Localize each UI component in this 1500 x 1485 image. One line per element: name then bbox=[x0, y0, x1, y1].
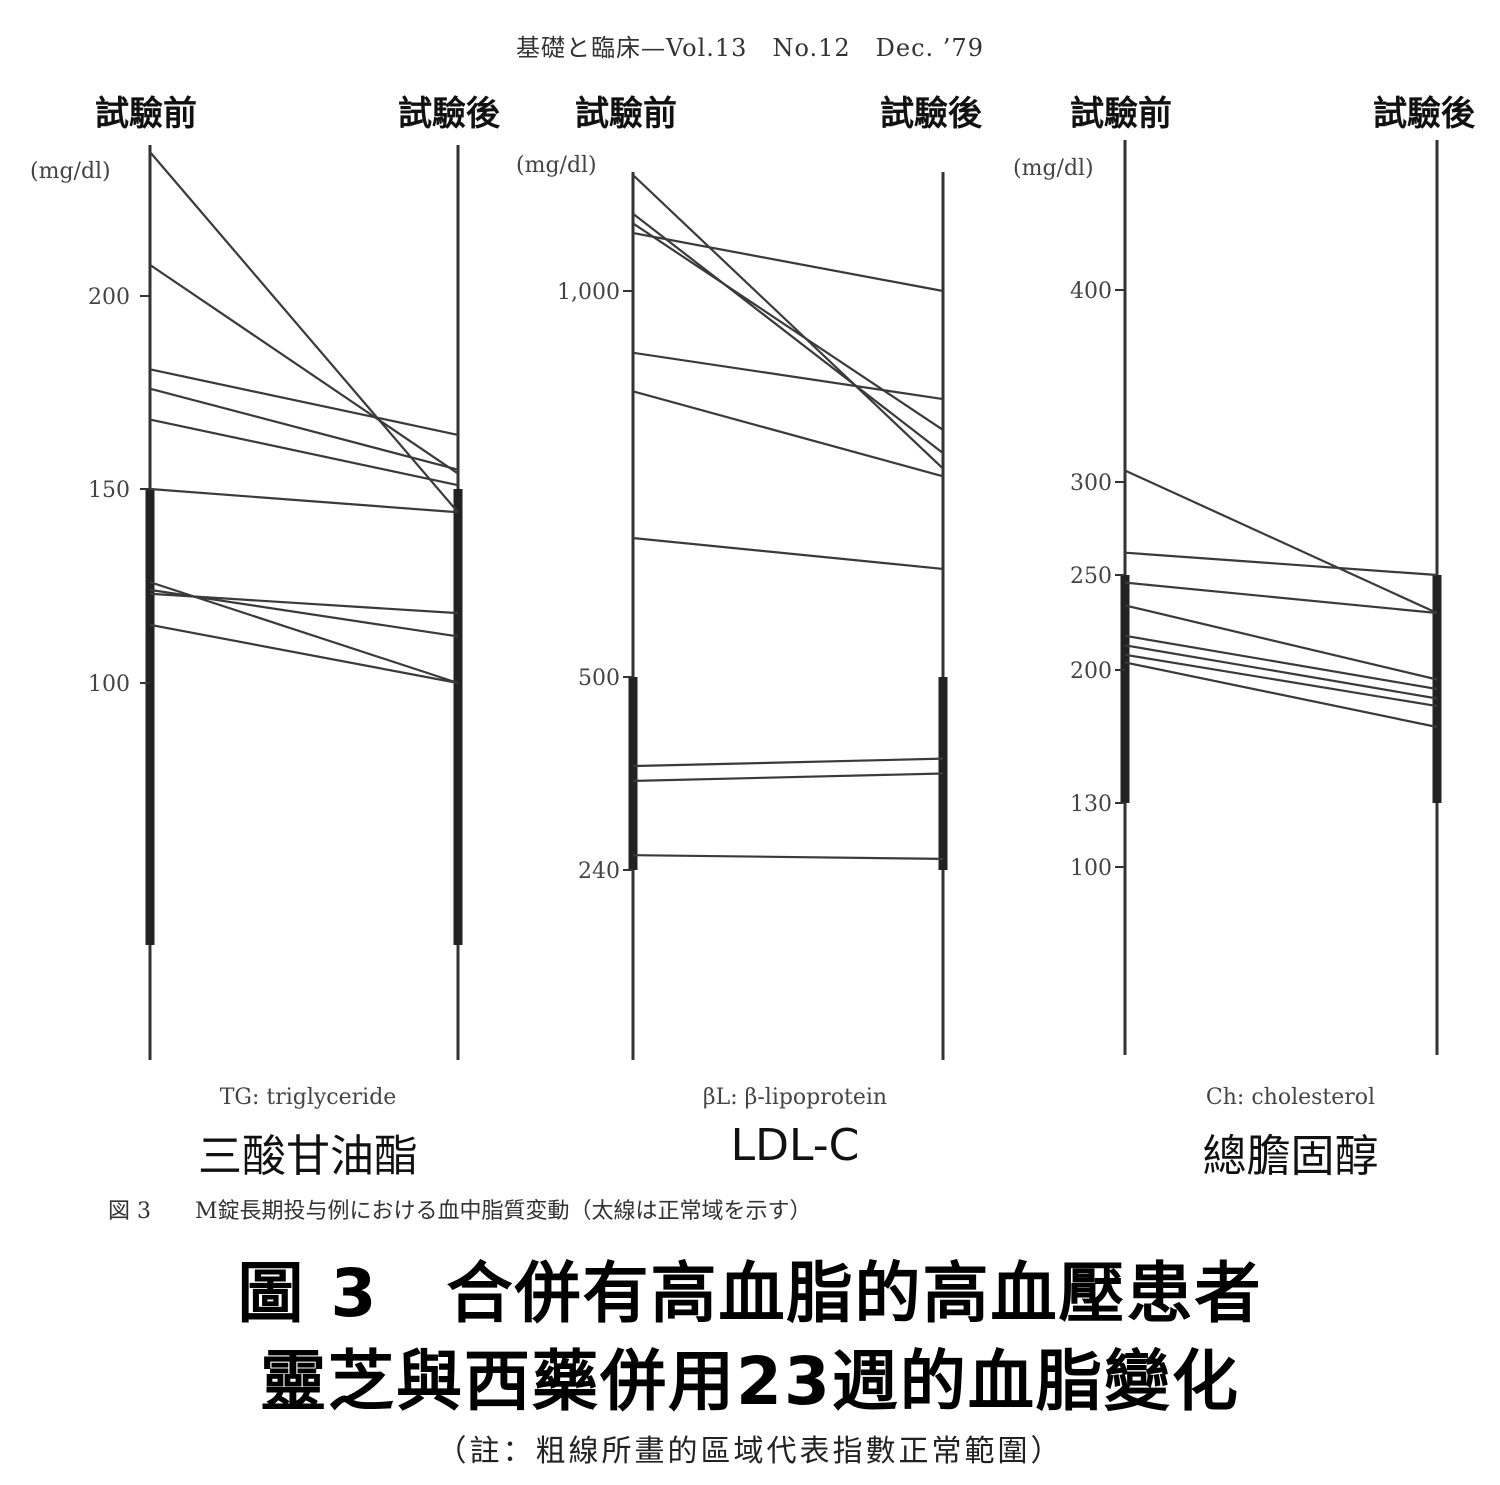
main-title-line2: 靈芝與西藥併用23週的血脂變化 bbox=[260, 1343, 1240, 1420]
panel1-caption-zh: 三酸甘油酯 bbox=[198, 1131, 418, 1182]
panel1-series-line-3 bbox=[149, 368, 459, 437]
panel2-before-label: 試驗前 bbox=[575, 94, 677, 134]
panel1-series-line-10 bbox=[149, 623, 459, 685]
panel2-series-line-10 bbox=[632, 854, 944, 860]
main-title-line1: 圖 3 合併有高血脂的高血壓患者 bbox=[237, 1255, 1263, 1332]
panel3-caption-en: Ch: cholesterol bbox=[1205, 1085, 1376, 1110]
panel1-series-line-5 bbox=[149, 418, 459, 487]
panel2-series-line-6 bbox=[632, 390, 944, 478]
panel2-series-line-8 bbox=[632, 757, 944, 768]
panel1-tick-label: 150 bbox=[88, 478, 130, 503]
panel3-series-line-7 bbox=[1124, 653, 1438, 708]
panel3-tick-label: 300 bbox=[1070, 471, 1112, 496]
panel2-tick-label: 240 bbox=[578, 859, 620, 884]
figure-note: 図 3 M錠長期投与例における血中脂質変動（太線は正常域を示す） bbox=[108, 1199, 812, 1224]
panel1-series-line-7 bbox=[149, 581, 459, 685]
panel1-unit-label: (mg/dl) bbox=[30, 159, 111, 184]
panel3-before-label: 試驗前 bbox=[1070, 94, 1172, 134]
panel2-series-line-7 bbox=[632, 536, 944, 571]
panel2-series-line-1 bbox=[632, 174, 944, 470]
panel3-tick-label: 100 bbox=[1070, 856, 1112, 881]
panel3-tick-label: 130 bbox=[1070, 792, 1112, 817]
panel2-series-line-9 bbox=[632, 772, 944, 783]
panel3-tick-label: 200 bbox=[1070, 659, 1112, 684]
lipid-charts: (mg/dl) 100 150 200 (mg/dl) 240 500 1,000 (mg/dl… bbox=[30, 140, 1442, 1060]
panel3-tick-label: 250 bbox=[1070, 564, 1112, 589]
panel1-tick-label: 200 bbox=[88, 285, 130, 310]
panel3-series-line-3 bbox=[1124, 581, 1438, 615]
panel3-series-line-4 bbox=[1124, 604, 1438, 681]
panel3-series-line-8 bbox=[1124, 661, 1438, 729]
panel1-series-line-6 bbox=[149, 487, 459, 514]
panel3-series-line-1 bbox=[1124, 469, 1438, 615]
panel2-series-line-4 bbox=[632, 231, 944, 293]
panel1-series-line-4 bbox=[149, 387, 459, 471]
panel1-caption-en: TG: triglyceride bbox=[219, 1085, 397, 1110]
panel2-unit-label: (mg/dl) bbox=[516, 153, 597, 178]
panel2-after-label: 試驗後 bbox=[880, 94, 982, 134]
panel1-series-line-9 bbox=[149, 592, 459, 615]
panel2-series-line-3 bbox=[632, 222, 944, 431]
panel3-unit-label: (mg/dl) bbox=[1013, 156, 1094, 181]
panel1-after-label: 試驗後 bbox=[398, 94, 500, 134]
panel3-series-line-5 bbox=[1124, 634, 1438, 691]
journal-header: 基礎と臨床—Vol.13 No.12 Dec. ’79 bbox=[516, 34, 984, 62]
panel2-series-line-2 bbox=[632, 212, 944, 454]
panel2-tick-label: 500 bbox=[578, 666, 620, 691]
panel2-series-line-5 bbox=[632, 351, 944, 401]
panel2-caption-en: βL: β-lipoprotein bbox=[702, 1085, 888, 1110]
panel2-tick-label: 1,000 bbox=[557, 280, 620, 305]
panel3-after-label: 試驗後 bbox=[1373, 94, 1475, 134]
panel3-tick-label: 400 bbox=[1070, 279, 1112, 304]
panel1-series-line-1 bbox=[149, 151, 459, 513]
panel3-series-line-2 bbox=[1124, 551, 1438, 577]
panel1-series-line-2 bbox=[149, 263, 459, 475]
footnote: （註：粗線所畫的區域代表指數正常範圍） bbox=[436, 1434, 1064, 1469]
panel1-tick-label: 100 bbox=[88, 672, 130, 697]
panel3-series-line-6 bbox=[1124, 644, 1438, 700]
panel1-before-label: 試驗前 bbox=[95, 94, 197, 134]
panel3-caption-zh: 總膽固醇 bbox=[1202, 1131, 1379, 1182]
panel2-caption-zh: LDL-C bbox=[730, 1120, 860, 1171]
